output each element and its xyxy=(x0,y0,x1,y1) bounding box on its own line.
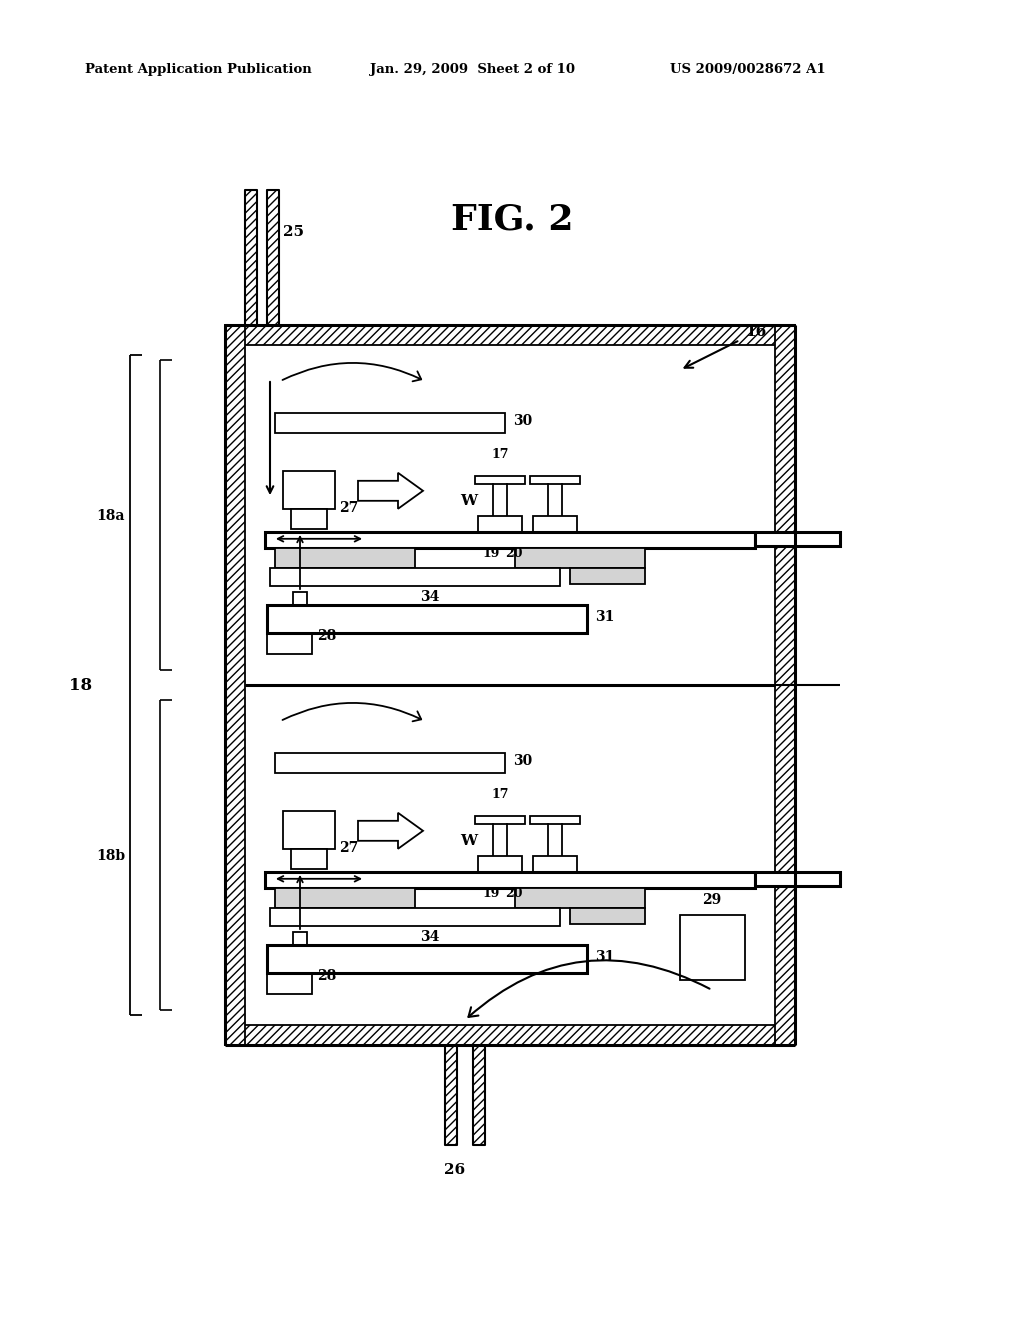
Bar xyxy=(267,190,279,325)
Bar xyxy=(534,855,577,884)
Bar xyxy=(570,908,645,924)
Bar xyxy=(570,568,645,583)
Text: W: W xyxy=(460,834,477,847)
Text: 18a: 18a xyxy=(96,510,125,523)
Bar xyxy=(275,888,415,908)
Bar xyxy=(515,548,645,568)
Text: 20: 20 xyxy=(505,887,522,900)
Text: 31: 31 xyxy=(595,610,614,624)
Bar xyxy=(755,532,840,546)
Bar xyxy=(275,413,505,433)
Bar xyxy=(225,325,795,345)
Bar xyxy=(755,873,840,886)
Text: 26: 26 xyxy=(444,1163,466,1177)
Bar xyxy=(267,605,587,634)
Text: 30: 30 xyxy=(513,754,532,768)
FancyArrowPatch shape xyxy=(283,363,421,381)
Bar xyxy=(275,548,415,568)
Bar xyxy=(265,873,755,888)
Bar xyxy=(475,475,525,484)
Bar xyxy=(267,945,587,973)
Text: 34: 34 xyxy=(420,590,439,605)
Bar xyxy=(267,945,587,973)
Bar xyxy=(291,849,327,869)
Text: 31: 31 xyxy=(595,950,614,964)
Bar xyxy=(267,956,312,994)
Text: Jan. 29, 2009  Sheet 2 of 10: Jan. 29, 2009 Sheet 2 of 10 xyxy=(370,63,575,77)
Bar xyxy=(530,816,580,824)
Bar xyxy=(680,915,745,979)
Text: 27: 27 xyxy=(339,841,358,855)
Polygon shape xyxy=(358,813,423,849)
Bar xyxy=(534,516,577,544)
Text: 18b: 18b xyxy=(96,849,125,863)
Text: 34: 34 xyxy=(420,931,439,944)
Text: 30: 30 xyxy=(513,414,532,428)
Bar xyxy=(267,616,312,653)
Bar xyxy=(473,1045,485,1144)
Text: 29: 29 xyxy=(702,894,722,907)
Bar xyxy=(283,810,335,849)
Bar xyxy=(265,532,755,548)
Bar xyxy=(267,605,587,634)
Text: 16: 16 xyxy=(745,325,766,339)
Bar xyxy=(445,1045,457,1144)
Bar xyxy=(475,816,525,824)
Text: 19: 19 xyxy=(482,887,500,900)
Bar xyxy=(225,1026,795,1045)
Bar xyxy=(245,190,257,325)
Text: US 2009/0028672 A1: US 2009/0028672 A1 xyxy=(670,63,825,77)
Text: 28: 28 xyxy=(317,630,336,643)
Text: 19: 19 xyxy=(482,546,500,560)
Bar xyxy=(265,873,755,888)
FancyArrowPatch shape xyxy=(469,960,710,1016)
Text: 17: 17 xyxy=(492,447,509,461)
Text: 18: 18 xyxy=(69,676,92,693)
Text: 20: 20 xyxy=(505,546,522,560)
Bar xyxy=(291,508,327,529)
Bar xyxy=(225,325,245,1045)
FancyArrowPatch shape xyxy=(283,704,421,721)
Bar xyxy=(478,516,522,544)
Bar xyxy=(775,325,795,1045)
Text: 17: 17 xyxy=(492,788,509,801)
Bar xyxy=(293,591,307,612)
Bar xyxy=(755,873,840,886)
Polygon shape xyxy=(358,473,423,508)
Bar xyxy=(275,752,505,774)
Text: 28: 28 xyxy=(317,969,336,983)
Text: W: W xyxy=(460,494,477,508)
Text: FIG. 2: FIG. 2 xyxy=(451,203,573,238)
Bar xyxy=(270,908,560,927)
Bar xyxy=(478,855,522,884)
Bar xyxy=(265,532,755,548)
Bar xyxy=(283,471,335,508)
Bar xyxy=(293,932,307,952)
Bar xyxy=(270,568,560,586)
Text: 27: 27 xyxy=(339,500,358,515)
Bar xyxy=(755,532,840,546)
Bar xyxy=(530,475,580,484)
Text: 25: 25 xyxy=(283,224,304,239)
Bar xyxy=(515,888,645,908)
Text: Patent Application Publication: Patent Application Publication xyxy=(85,63,311,77)
